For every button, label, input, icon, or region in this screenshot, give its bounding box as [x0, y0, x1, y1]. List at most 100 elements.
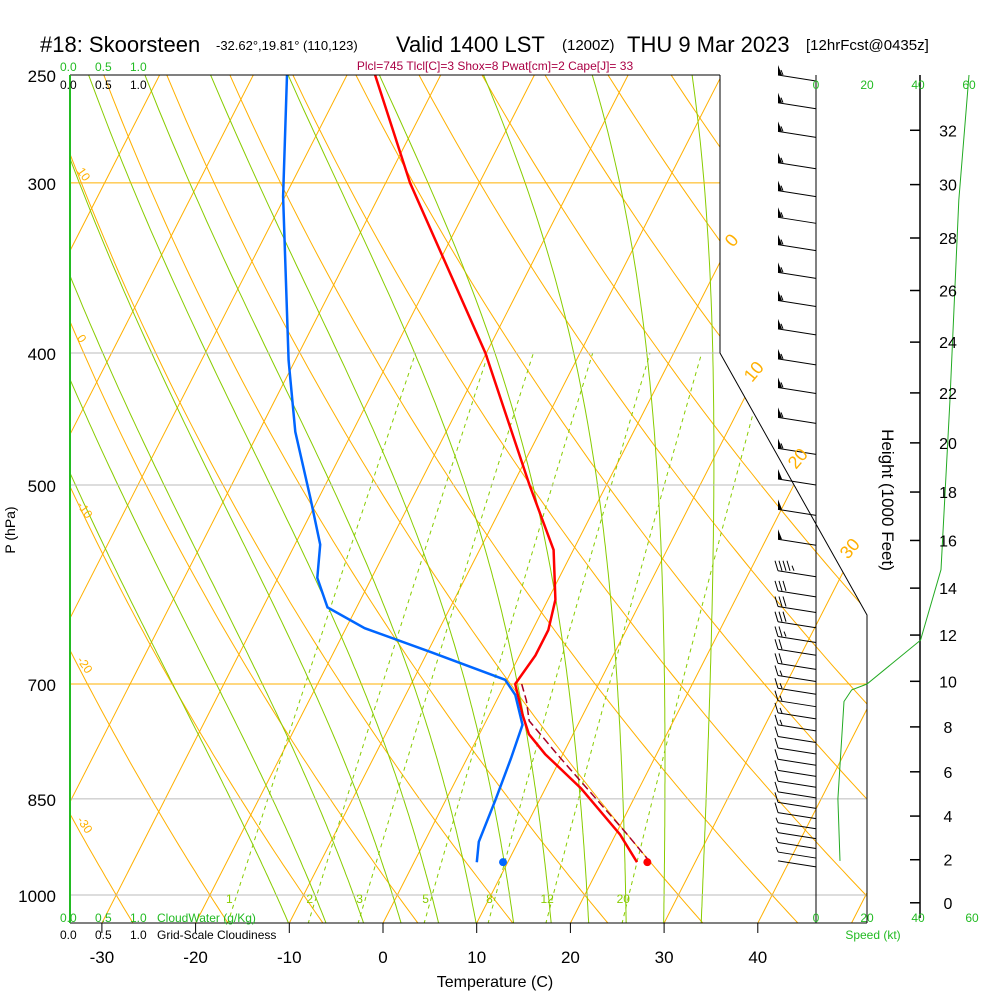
x-tick-label: 20: [561, 948, 580, 967]
barb-staff: [777, 605, 817, 613]
x-tick-label: 30: [655, 948, 674, 967]
height-tick-label: 24: [939, 335, 957, 352]
barb-pennant: [778, 234, 782, 245]
barb-half: [775, 827, 779, 833]
wind-barb: [777, 407, 817, 424]
wind-barb: [774, 792, 817, 809]
dry-adiabat-line: [530, 75, 867, 923]
mixing-ratio-label: 1: [226, 892, 233, 906]
speed-tick-top: 40: [911, 78, 925, 92]
pressure-tick-label: 850: [28, 791, 56, 810]
barb-half: [780, 353, 784, 360]
isotherm-line: [475, 75, 867, 923]
barb-full: [774, 792, 779, 803]
moist-adiabat-label: 20: [784, 444, 812, 472]
cloud-green-tick: 0.0: [60, 60, 77, 74]
isotherm-line: [70, 75, 267, 923]
barb-full: [774, 653, 779, 664]
height-tick-label: 10: [939, 674, 957, 691]
dry-adiabat-label: -30: [74, 814, 96, 837]
moist-adiabat-label: 0: [721, 230, 743, 251]
wind-barb: [774, 726, 817, 744]
dry-adiabat-line: [717, 75, 867, 923]
barb-half: [779, 683, 783, 689]
moist-adiabat-line: [688, 75, 715, 923]
barb-pennant: [778, 290, 782, 301]
speed-tick-bottom: 40: [911, 911, 925, 925]
barb-staff: [777, 769, 817, 777]
moist-adiabat-line: [367, 75, 590, 923]
barb-staff: [777, 780, 817, 788]
height-tick-label: 30: [939, 178, 957, 195]
barb-full: [778, 639, 783, 650]
barb-staff: [777, 447, 817, 455]
barb-staff: [777, 832, 817, 840]
moist-adiabat-line: [584, 75, 666, 923]
wind-barb: [774, 611, 817, 629]
barb-staff: [777, 328, 817, 336]
barb-full: [782, 611, 787, 622]
dry-adiabat-line: [281, 75, 867, 923]
moist-adiabat-line: [276, 75, 552, 923]
barb-staff: [777, 700, 817, 708]
dry-adiabat-line: [343, 75, 867, 923]
wind-barb: [777, 262, 817, 279]
height-tick-label: 12: [939, 628, 957, 645]
isotherm-line: [288, 75, 735, 923]
mixing-ratio-label: 3: [356, 892, 363, 906]
mixing-ratio-label: 5: [422, 892, 429, 906]
barb-full: [774, 626, 779, 637]
mixing-ratio-line: [621, 352, 770, 923]
barb-full: [774, 726, 779, 737]
barb-staff: [777, 662, 817, 670]
pressure-tick-label: 700: [28, 676, 56, 695]
speed-tick-bottom: 20: [860, 911, 874, 925]
dry-adiabat-line: [405, 75, 867, 923]
barb-half: [780, 443, 784, 449]
mixing-ratio-line: [357, 352, 534, 923]
wind-barb: [777, 234, 817, 252]
barb-staff: [777, 130, 817, 138]
barb-full: [782, 596, 787, 607]
barb-full: [774, 665, 779, 676]
barb-full: [778, 596, 783, 607]
height-tick-label: 22: [939, 386, 957, 403]
wind-barb: [777, 469, 817, 486]
height-tick-label: 32: [939, 123, 957, 140]
barb-pennant: [778, 262, 782, 273]
dry-adiabat-label: -20: [74, 654, 96, 677]
wind-barb: [774, 596, 817, 613]
barb-full: [774, 678, 779, 689]
barb-full: [774, 639, 779, 650]
mixing-ratio-line: [423, 352, 594, 923]
wind-barb: [774, 653, 817, 670]
wind-barb: [777, 65, 817, 82]
valid-date: THU 9 Mar 2023: [627, 32, 790, 57]
wind-barb: [774, 639, 817, 656]
wind-barb: [777, 529, 817, 546]
wind-barb: [775, 837, 817, 849]
station-title: #18: Skoorsteen: [40, 32, 200, 57]
barb-full: [782, 580, 787, 592]
wind-barb: [777, 180, 817, 198]
barb-staff: [777, 822, 817, 830]
background-grid: [70, 75, 867, 923]
zulu-time: (1200Z): [562, 37, 615, 54]
barb-full: [778, 611, 783, 622]
cloud-green-tick: 1.0: [130, 60, 147, 74]
wind-barb: [774, 702, 817, 720]
isotherm-line: [70, 75, 454, 923]
valid-time: Valid 1400 LST: [396, 32, 545, 57]
barb-pennant: [778, 318, 782, 329]
dry-adiabat-line: [70, 75, 134, 923]
moist-adiabat-line: [200, 75, 515, 923]
x-axis-title: Temperature (C): [437, 974, 553, 991]
barb-staff: [777, 478, 817, 486]
barb-staff: [777, 860, 817, 868]
barb-half: [779, 707, 783, 714]
isotherm-line: [663, 75, 867, 923]
barb-staff: [777, 570, 817, 578]
wind-barb: [777, 207, 817, 224]
barb-staff: [777, 386, 817, 394]
